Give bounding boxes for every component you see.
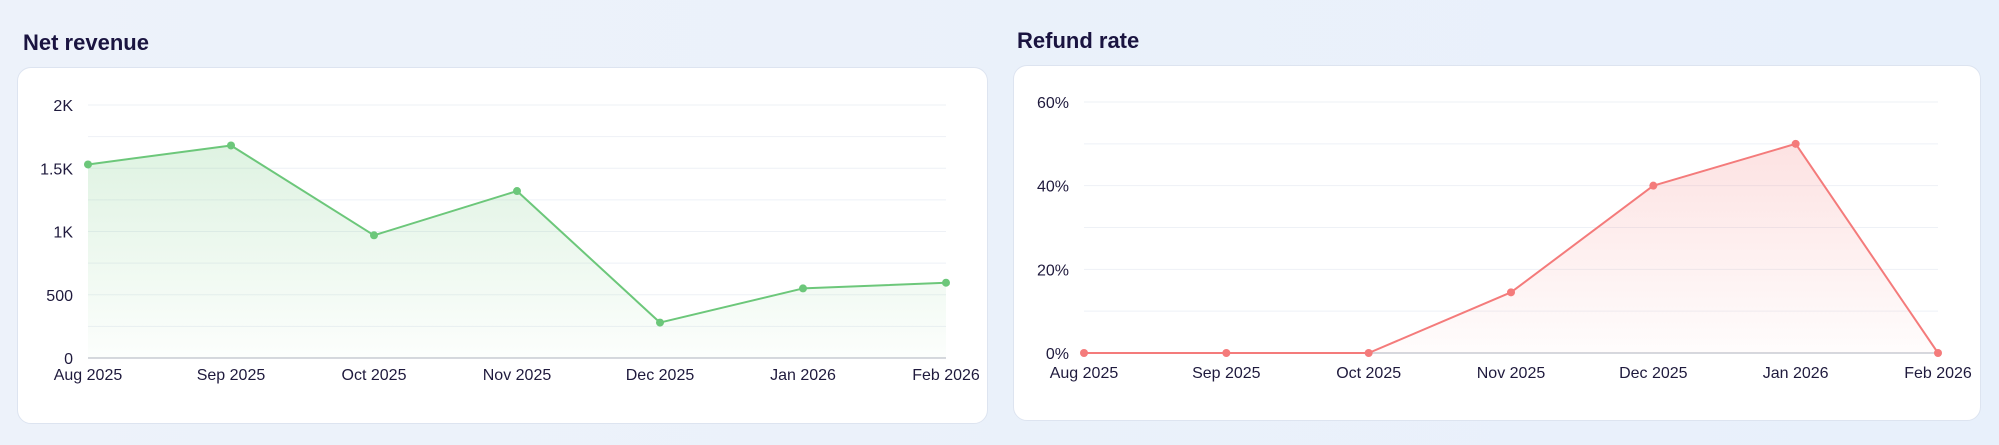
refund-rate-data-point[interactable] [1649,181,1658,190]
net-revenue-data-point[interactable] [942,278,950,287]
net-revenue-x-tick-label: Feb 2026 [912,367,980,384]
refund-rate-title: Refund rate [1017,28,1140,53]
net-revenue-y-tick-label: 500 [46,288,73,305]
net-revenue-x-tick-label: Jan 2026 [770,367,836,384]
net-revenue-data-point[interactable] [656,318,664,327]
refund-rate-data-point[interactable] [1507,288,1515,297]
net-revenue-data-point[interactable] [227,141,235,150]
refund-rate-y-tick-label: 0% [1046,346,1069,363]
net-revenue-y-tick-label: 1K [53,225,73,242]
net-revenue-card: 0 500 1K 1.5K 2K Aug 2025 Sep 2025 Oct 2025 Nov … [17,67,988,424]
refund-rate-x-tick-label: Dec 2025 [1619,365,1688,382]
net-revenue-x-tick-label: Nov 2025 [483,367,552,384]
net-revenue-x-tick-label: Oct 2025 [342,367,407,384]
refund-rate-x-tick-label: Sep 2025 [1192,365,1261,382]
net-revenue-x-tick-label: Sep 2025 [197,367,266,384]
net-revenue-y-tick-label: 2K [53,98,73,115]
net-revenue-data-point[interactable] [799,284,807,293]
refund-rate-data-point[interactable] [1222,349,1231,357]
refund-rate-x-tick-label: Oct 2025 [1336,365,1401,382]
refund-rate-card: 0% 20% 40% 60% Aug 2025 Sep 2025 Oct 2025 Nov 2… [1013,65,1981,421]
refund-rate-x-tick-label: Nov 2025 [1477,365,1546,382]
net-revenue-data-point[interactable] [370,231,378,240]
refund-rate-x-tick-label: Aug 2025 [1050,365,1119,382]
refund-rate-data-point[interactable] [1364,349,1373,357]
refund-rate-y-tick-label: 20% [1037,262,1069,279]
net-revenue-y-tick-label: 1.5K [40,161,73,178]
net-revenue-x-tick-label: Aug 2025 [54,367,123,384]
refund-rate-x-tick-label: Feb 2026 [1904,365,1972,382]
refund-rate-x-tick-label: Jan 2026 [1763,365,1829,382]
net-revenue-data-point[interactable] [84,160,92,169]
net-revenue-area-fill [88,145,946,358]
net-revenue-x-tick-label: Dec 2025 [626,367,695,384]
refund-rate-area-fill [1084,143,1938,353]
net-revenue-y-tick-label: 0 [64,351,73,368]
net-revenue-chart: 0 500 1K 1.5K 2K Aug 2025 Sep 2025 Oct 2025 Nov … [40,98,980,384]
net-revenue-data-point[interactable] [513,187,521,196]
refund-rate-data-point[interactable] [1080,349,1088,357]
refund-rate-data-point[interactable] [1934,349,1942,357]
refund-rate-y-tick-label: 40% [1037,179,1069,196]
refund-rate-y-tick-label: 60% [1037,95,1069,112]
net-revenue-title: Net revenue [23,30,149,55]
refund-rate-chart: 0% 20% 40% 60% Aug 2025 Sep 2025 Oct 2025 Nov 2… [1037,95,1972,382]
refund-rate-data-point[interactable] [1791,139,1800,148]
